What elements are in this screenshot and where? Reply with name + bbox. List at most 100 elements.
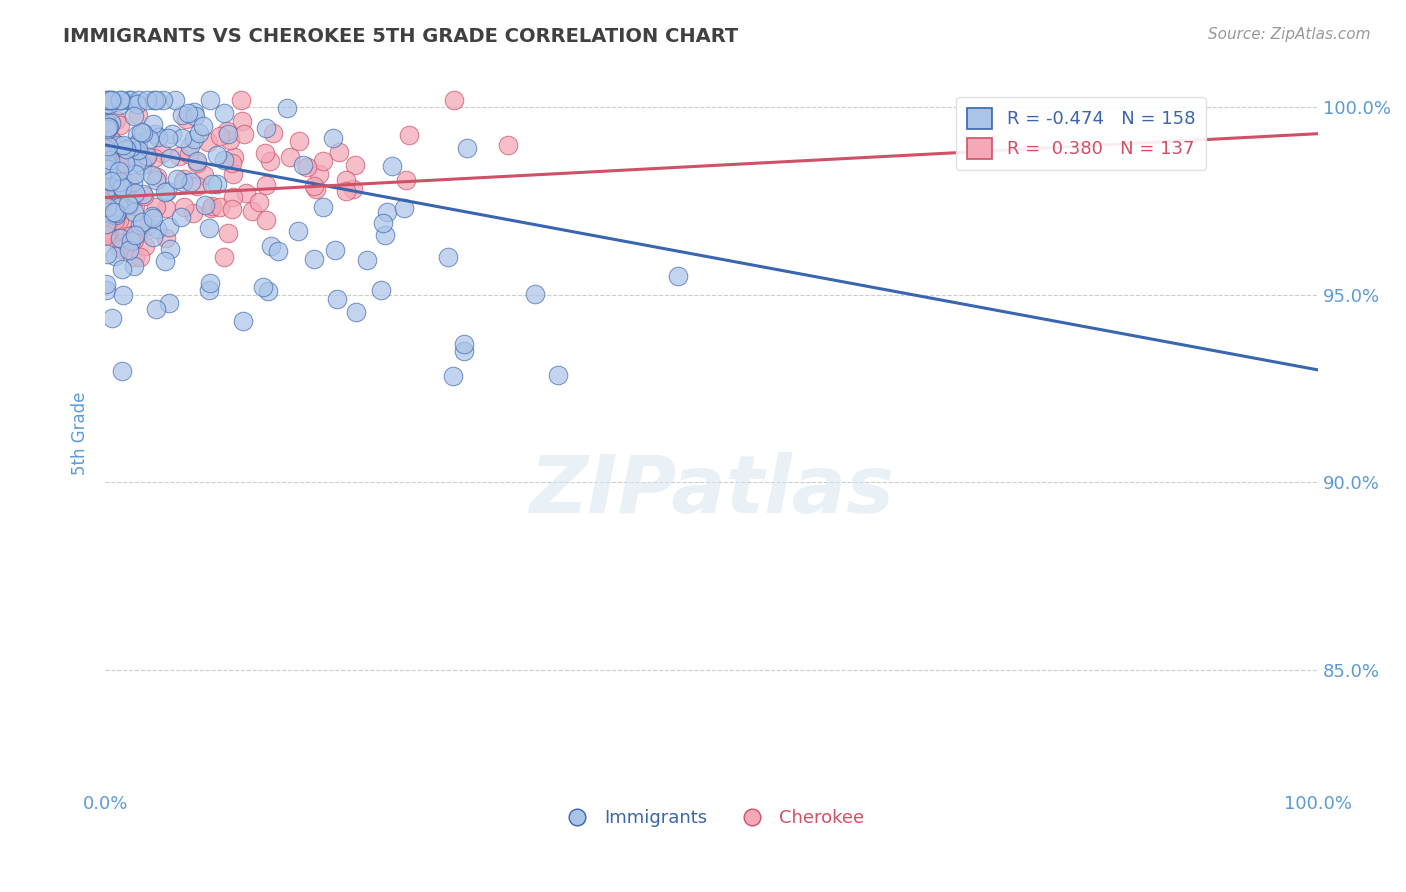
Point xyxy=(233,127,256,141)
Point xyxy=(183,104,205,119)
Point xyxy=(371,216,394,230)
Point xyxy=(247,195,270,210)
Point xyxy=(124,168,146,182)
Point xyxy=(169,149,191,163)
Point xyxy=(100,173,122,187)
Point xyxy=(107,179,129,194)
Point xyxy=(97,223,120,237)
Point xyxy=(124,228,146,243)
Point xyxy=(96,121,118,136)
Point xyxy=(235,186,257,200)
Text: IMMIGRANTS VS CHEROKEE 5TH GRADE CORRELATION CHART: IMMIGRANTS VS CHEROKEE 5TH GRADE CORRELA… xyxy=(63,27,738,45)
Point xyxy=(181,206,204,220)
Point xyxy=(262,126,284,140)
Point xyxy=(136,149,159,163)
Point xyxy=(179,138,201,153)
Point xyxy=(453,344,475,359)
Point xyxy=(153,254,176,268)
Point xyxy=(215,124,238,138)
Point xyxy=(115,142,138,156)
Point xyxy=(217,128,239,142)
Point xyxy=(96,188,118,202)
Point xyxy=(221,202,243,216)
Point xyxy=(97,152,120,166)
Point xyxy=(96,162,118,177)
Point xyxy=(267,244,290,258)
Point xyxy=(104,178,127,193)
Point xyxy=(170,131,193,145)
Point xyxy=(117,197,139,211)
Point xyxy=(97,162,120,177)
Point xyxy=(112,158,135,172)
Point xyxy=(335,184,357,198)
Point xyxy=(142,230,165,244)
Point xyxy=(156,184,179,198)
Point xyxy=(295,160,318,174)
Point xyxy=(98,201,121,215)
Point xyxy=(344,305,367,319)
Point xyxy=(146,169,169,184)
Point xyxy=(96,226,118,240)
Point xyxy=(97,162,120,177)
Point xyxy=(98,97,121,112)
Point xyxy=(668,269,690,284)
Point xyxy=(229,93,252,107)
Point xyxy=(118,244,141,258)
Point xyxy=(193,168,215,182)
Point xyxy=(395,173,418,187)
Point xyxy=(125,227,148,241)
Point xyxy=(156,130,179,145)
Point xyxy=(291,158,314,172)
Point xyxy=(381,159,404,173)
Point xyxy=(172,175,194,189)
Point xyxy=(96,116,118,130)
Point xyxy=(259,153,281,168)
Point xyxy=(105,183,128,197)
Point xyxy=(97,120,120,134)
Point xyxy=(120,234,142,248)
Point xyxy=(98,198,121,212)
Point xyxy=(524,286,547,301)
Point xyxy=(218,133,240,147)
Point xyxy=(105,112,128,127)
Point xyxy=(104,165,127,179)
Point xyxy=(222,167,245,181)
Point xyxy=(212,251,235,265)
Point xyxy=(155,230,177,244)
Point xyxy=(200,202,222,216)
Point xyxy=(308,167,330,181)
Point xyxy=(101,178,124,193)
Point xyxy=(104,208,127,222)
Point xyxy=(96,222,118,236)
Point xyxy=(141,209,163,223)
Point xyxy=(131,215,153,229)
Point xyxy=(96,199,118,213)
Point xyxy=(125,154,148,169)
Point xyxy=(221,156,243,170)
Point xyxy=(121,228,143,243)
Point xyxy=(311,200,333,214)
Point xyxy=(443,93,465,107)
Point xyxy=(108,200,131,214)
Point xyxy=(201,177,224,191)
Point xyxy=(200,93,222,107)
Point xyxy=(110,173,132,187)
Point xyxy=(146,222,169,236)
Point xyxy=(96,217,118,231)
Point xyxy=(96,181,118,195)
Point xyxy=(100,207,122,221)
Point xyxy=(107,137,129,152)
Point xyxy=(108,93,131,107)
Point xyxy=(191,119,214,133)
Point xyxy=(107,181,129,195)
Point xyxy=(124,251,146,265)
Point xyxy=(198,276,221,290)
Point xyxy=(110,118,132,132)
Point xyxy=(96,208,118,222)
Point xyxy=(159,152,181,166)
Point xyxy=(118,93,141,107)
Point xyxy=(132,187,155,202)
Point xyxy=(108,153,131,167)
Point xyxy=(254,213,277,227)
Point xyxy=(253,146,276,161)
